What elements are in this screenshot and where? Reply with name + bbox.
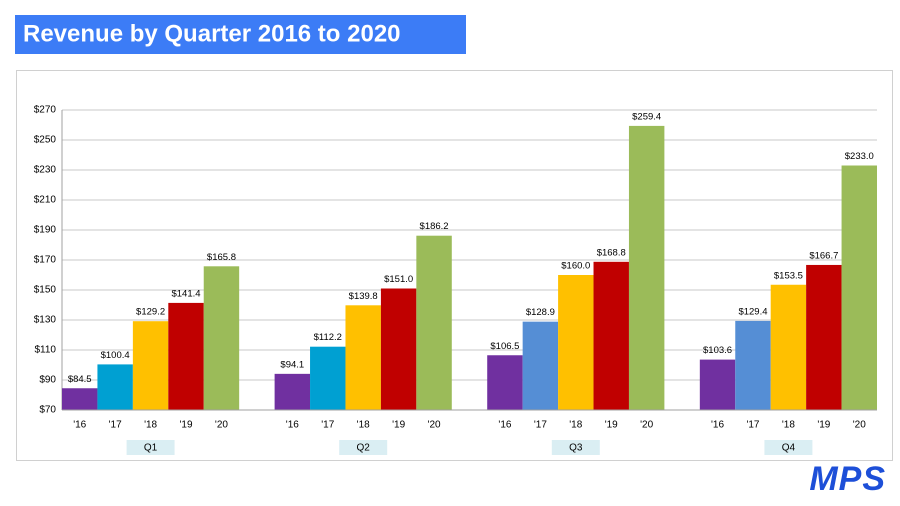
value-label: $128.9 (526, 307, 555, 318)
category-label: Q4 (782, 443, 796, 454)
category-label: Q3 (569, 443, 583, 454)
value-label: $259.4 (632, 111, 661, 122)
bar (132, 321, 169, 410)
x-tick-label: '19 (817, 420, 830, 431)
category-box (339, 440, 388, 455)
value-label: $153.5 (774, 270, 803, 281)
bar (628, 125, 665, 411)
y-tick-label: $210 (34, 195, 57, 206)
x-tick-label: '17 (109, 420, 122, 431)
value-label: $129.4 (738, 306, 767, 317)
x-tick-label: '19 (179, 420, 192, 431)
y-tick-label: $90 (39, 375, 56, 386)
chart-title: Revenue by Quarter 2016 to 2020 (23, 20, 401, 47)
x-tick-label: '19 (605, 420, 618, 431)
x-tick-label: '18 (782, 420, 795, 431)
value-label: $141.4 (171, 288, 200, 299)
value-label: $165.8 (207, 252, 236, 263)
category-box (126, 440, 175, 455)
value-label: $139.8 (349, 291, 378, 302)
bar (168, 302, 204, 410)
value-label: $112.2 (314, 332, 342, 343)
value-label: $106.5 (490, 341, 519, 352)
y-tick-label: $230 (34, 165, 57, 176)
y-tick-label: $70 (39, 405, 56, 416)
title-box (15, 15, 466, 54)
x-tick-label: '16 (73, 420, 86, 431)
y-tick-label: $250 (34, 135, 57, 146)
x-tick-label: '19 (392, 420, 405, 431)
x-tick-label: '17 (746, 420, 759, 431)
x-tick-label: '17 (534, 420, 547, 431)
bar (735, 320, 771, 410)
chart-frame (16, 70, 893, 461)
bar (97, 364, 133, 410)
x-tick-label: '18 (357, 420, 370, 431)
bar (593, 261, 629, 410)
bar (558, 275, 594, 410)
x-tick-label: '18 (569, 420, 582, 431)
value-label: $186.2 (420, 221, 449, 232)
value-label: $129.2 (136, 307, 165, 318)
x-tick-label: '20 (640, 420, 653, 431)
bar (380, 288, 417, 410)
bar (487, 355, 523, 410)
bar (416, 235, 452, 410)
bar (699, 359, 736, 410)
x-tick-label: '18 (144, 420, 157, 431)
bar (806, 264, 842, 410)
bar (770, 284, 807, 410)
value-label: $100.4 (101, 350, 130, 361)
category-box (551, 440, 600, 455)
value-label: $151.0 (384, 274, 413, 285)
x-tick-label: '16 (711, 420, 724, 431)
value-label: $168.8 (597, 247, 626, 258)
y-tick-label: $150 (34, 285, 57, 296)
value-label: $103.6 (703, 345, 732, 356)
bar (522, 321, 559, 410)
y-tick-label: $130 (34, 315, 57, 326)
x-tick-label: '16 (498, 420, 511, 431)
x-tick-label: '20 (215, 420, 228, 431)
bar (274, 373, 311, 410)
y-tick-label: $170 (34, 255, 57, 266)
bar (310, 346, 346, 410)
value-label: $233.0 (845, 151, 874, 162)
bar (203, 266, 240, 410)
value-label: $166.7 (809, 250, 838, 261)
value-label: $160.0 (561, 261, 590, 272)
category-box (764, 440, 813, 455)
bar (345, 305, 381, 410)
bar (841, 165, 877, 410)
bar (62, 388, 98, 410)
value-label: $94.1 (280, 359, 304, 370)
value-label: $84.5 (68, 374, 92, 385)
category-label: Q2 (357, 443, 371, 454)
x-tick-label: '20 (853, 420, 866, 431)
y-tick-label: $270 (34, 105, 57, 116)
x-tick-label: '20 (428, 420, 441, 431)
x-tick-label: '17 (321, 420, 334, 431)
category-label: Q1 (144, 443, 158, 454)
logo: MPS (809, 460, 886, 498)
y-tick-label: $190 (34, 225, 57, 236)
x-tick-label: '16 (286, 420, 299, 431)
y-tick-label: $110 (34, 345, 56, 356)
